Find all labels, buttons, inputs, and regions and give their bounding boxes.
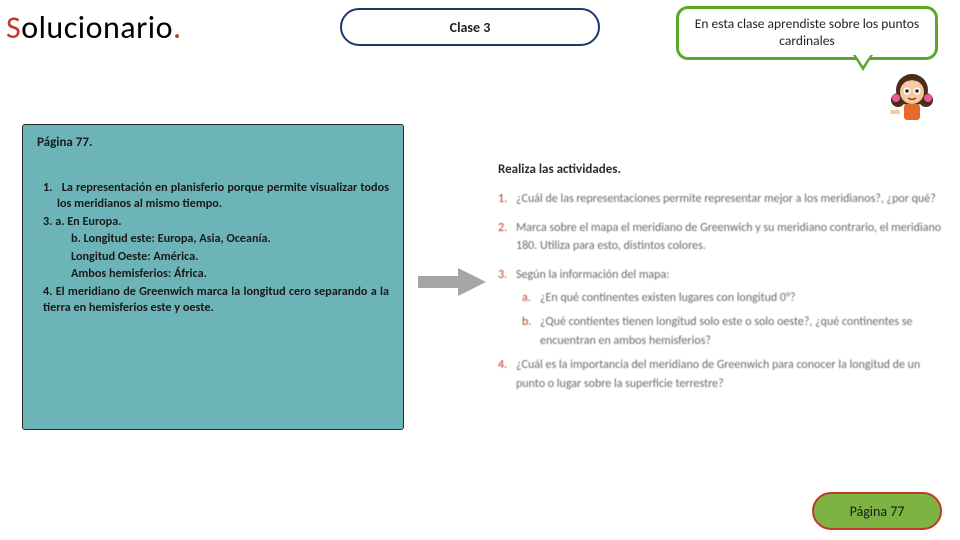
ans3b2: Longitud Oeste: América. [37, 249, 389, 265]
speech-text: En esta clase aprendiste sobre los punto… [685, 16, 929, 50]
page-label: Página 77. [37, 135, 389, 150]
title-rest: olucionario [21, 8, 173, 47]
page-title: Solucionario. [6, 8, 182, 47]
activities-panel: Realiza las actividades. 1. ¿Cuál de las… [498, 160, 948, 403]
page-badge-text: Página 77 [850, 503, 905, 520]
q3-num: 3. [498, 266, 516, 285]
activity-q3a: a. ¿En qué continentes existen lugares c… [498, 289, 948, 308]
class-label: Clase 3 [450, 19, 491, 36]
activity-q3b: b. ¿Qué contientes tienen longitud solo … [498, 313, 948, 350]
activity-q3: 3. Según la información del mapa: [498, 266, 948, 285]
q3b-letter: b. [522, 313, 540, 350]
q4-text: ¿Cuál es la importancia del meridiano de… [516, 356, 948, 393]
q1-num: 1. [498, 190, 516, 209]
q3-text: Según la información del mapa: [516, 266, 948, 285]
q3b-text: ¿Qué contientes tienen longitud solo est… [540, 313, 948, 350]
ans1-num: 1. [43, 180, 52, 195]
q3a-letter: a. [522, 289, 540, 308]
speech-bubble: En esta clase aprendiste sobre los punto… [676, 6, 938, 60]
ans1-text: La representación en planisferio porque … [57, 180, 389, 211]
activities-title: Realiza las actividades. [498, 160, 948, 180]
q2-num: 2. [498, 219, 516, 256]
page-badge: Página 77 [812, 492, 942, 530]
activity-q4: 4. ¿Cuál es la importancia del meridiano… [498, 356, 948, 393]
ans3a: 3. a. En Europa. [37, 214, 389, 230]
ans3b: b. Longitud este: Europa, Asia, Oceanía. [37, 231, 389, 247]
q2-text: Marca sobre el mapa el meridiano de Gree… [516, 219, 948, 256]
q3a-text: ¿En qué continentes existen lugares con … [540, 289, 948, 308]
q4-num: 4. [498, 356, 516, 393]
activity-q2: 2. Marca sobre el mapa el meridiano de G… [498, 219, 948, 256]
ans3b3: Ambos hemisferios: África. [37, 266, 389, 282]
answers-body: 1. La representación en planisferio porq… [37, 180, 389, 317]
answer-box: Página 77. 1. La representación en plani… [22, 124, 404, 430]
title-dot: . [173, 8, 182, 47]
class-badge: Clase 3 [340, 8, 600, 46]
q1-text: ¿Cuál de las representaciones permite re… [516, 190, 948, 209]
girl-icon [882, 64, 942, 124]
arrow-icon [418, 268, 486, 296]
activity-q1: 1. ¿Cuál de las representaciones permite… [498, 190, 948, 209]
title-initial: S [6, 8, 21, 47]
ans4: 4. El meridiano de Greenwich marca la lo… [37, 284, 389, 317]
